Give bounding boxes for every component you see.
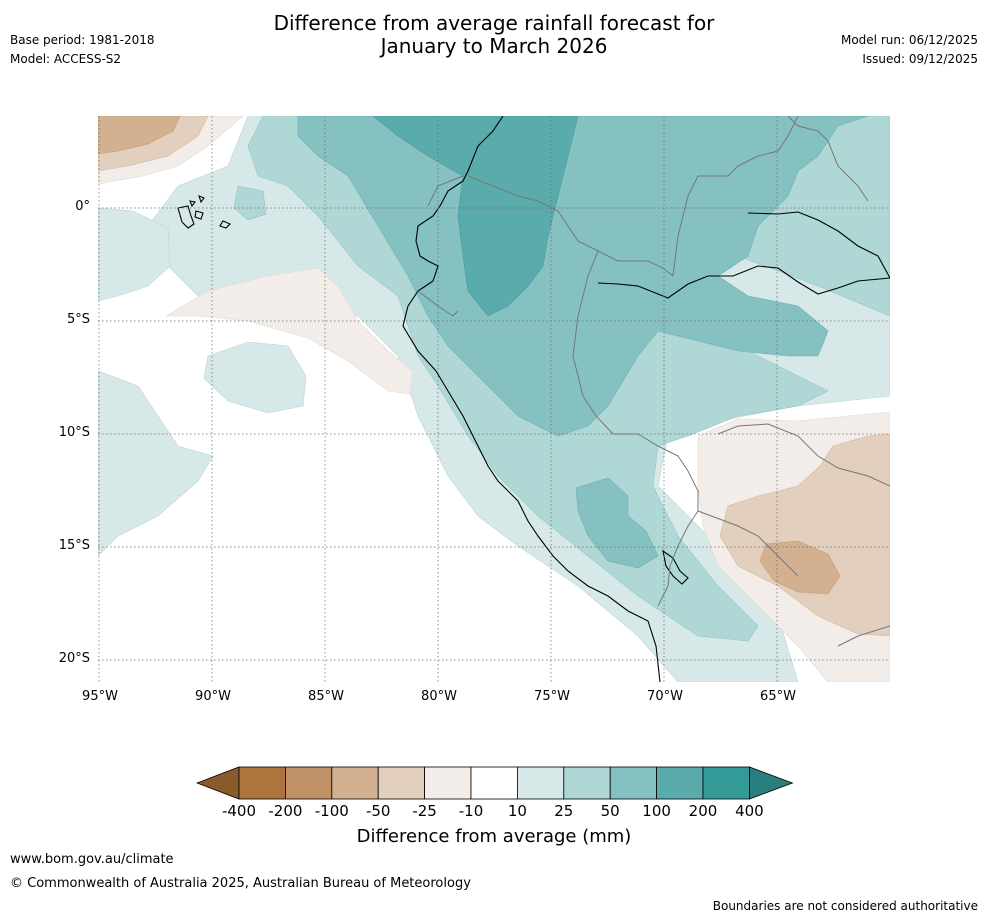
colorbar-cell [516, 766, 565, 800]
lon-label-85w: 85°W [308, 689, 344, 704]
lat-label-10s: 10°S [58, 425, 90, 440]
lon-label-80w: 80°W [421, 689, 457, 704]
lat-label-20s: 20°S [58, 651, 90, 666]
contour-10-25-west2 [98, 207, 171, 302]
map-title: Difference from average rainfall forecas… [0, 12, 988, 58]
colorbar-cell [424, 766, 472, 800]
colorbar-tick-label: 10 [507, 802, 527, 820]
lat-label-5s: 5°S [66, 312, 90, 327]
base-period: Base period: 1981-2018 [10, 33, 155, 47]
contour-10-25-west [98, 370, 214, 557]
colorbar-title: Difference from average (mm) [356, 826, 632, 847]
contour-10-25-island [203, 341, 307, 414]
graticule [98, 116, 890, 682]
colorbar-tick-label: 100 [642, 802, 671, 820]
meta-right: Model run: 06/12/2025 Issued: 09/12/2025 [841, 31, 978, 69]
colorbar [196, 766, 794, 800]
country-borders [417, 116, 890, 647]
colorbar-tick-label: 400 [735, 802, 764, 820]
map-canvas [98, 116, 890, 682]
title-line-1: Difference from average rainfall forecas… [273, 11, 715, 35]
colorbar-cell [702, 766, 750, 800]
colorbar-tick-label: -200 [268, 802, 303, 820]
colorbar-cell [656, 766, 704, 800]
colorbar-tick-label: -50 [365, 802, 391, 820]
contour-25-50-small [233, 185, 267, 221]
lon-label-90w: 90°W [195, 689, 231, 704]
colorbar-cell [285, 766, 333, 800]
colorbar-cell [238, 766, 286, 800]
colorbar-cell [563, 766, 611, 800]
footer-url: www.bom.gov.au/climate [10, 852, 174, 867]
lon-label-95w: 95°W [82, 689, 118, 704]
colorbar-tick-label: 25 [554, 802, 574, 820]
colorbar-tick-label: -400 [221, 802, 257, 820]
contour-neg50-neg100-north [98, 116, 181, 155]
colorbar-cell [331, 766, 379, 800]
colorbar-tick-label: 200 [688, 802, 718, 820]
colorbar-tick-label: -10 [458, 802, 484, 820]
contour-neg50-neg100-east [759, 540, 841, 595]
coastline [402, 116, 661, 682]
contour-100-200 [372, 116, 579, 317]
contour-50-100-south [575, 477, 659, 569]
model-name: Model: ACCESS-S2 [10, 52, 122, 66]
colorbar-extend-high [749, 766, 794, 800]
colorbar-cell [377, 766, 425, 800]
lake-titicaca [662, 549, 689, 585]
lon-label-75w: 75°W [534, 689, 570, 704]
colorbar-tick-label: -25 [412, 802, 437, 820]
meta-left: Base period: 1981-2018 Model: ACCESS-S2 [10, 31, 155, 69]
title-line-2: January to March 2026 [380, 34, 608, 58]
colorbar-cells [196, 766, 794, 800]
footer-disclaimer: Boundaries are not considered authoritat… [712, 899, 978, 913]
contour-50-100 [297, 116, 869, 437]
issued-date: Issued: 09/12/2025 [862, 52, 978, 66]
galapagos-islands [177, 195, 231, 229]
footer-copyright: © Commonwealth of Australia 2025, Austra… [10, 876, 471, 891]
colorbar-extend-low [196, 766, 240, 800]
colorbar-cell [609, 766, 658, 800]
lon-label-70w: 70°W [647, 689, 683, 704]
contour-neg25-neg50-east [719, 433, 890, 637]
colorbar-tick-label: -100 [314, 802, 349, 820]
colorbar-tick-label: 50 [600, 802, 620, 820]
lon-label-65w: 65°W [760, 689, 796, 704]
amazon-river [597, 211, 890, 299]
rainfall-map [98, 116, 890, 682]
model-run: Model run: 06/12/2025 [840, 33, 978, 47]
lat-label-15s: 15°S [58, 538, 90, 553]
lat-label-0: 0° [75, 199, 90, 214]
contour-neg10-neg25-mid [164, 267, 414, 395]
colorbar-cell [470, 766, 518, 800]
